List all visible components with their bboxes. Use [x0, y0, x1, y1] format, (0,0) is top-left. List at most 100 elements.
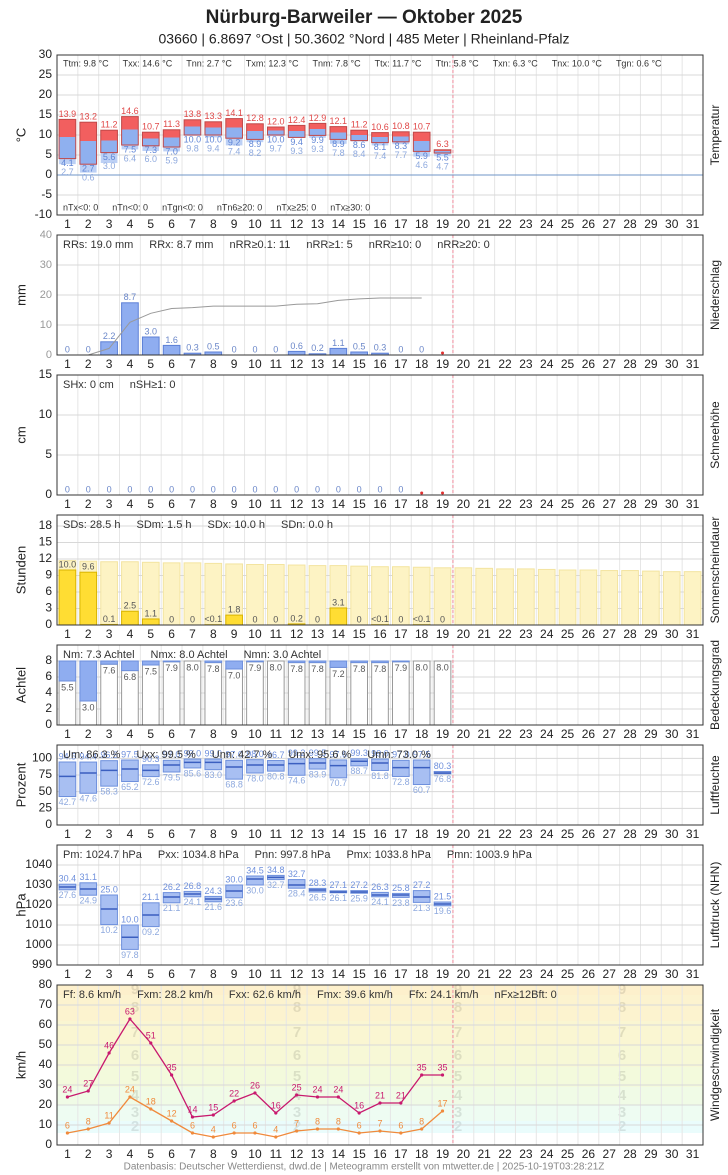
x-tick-label: 26 [582, 827, 596, 841]
value-label: 8.0 [186, 662, 199, 672]
x-tick-label: 31 [686, 967, 700, 981]
min-label: 70.7 [330, 778, 348, 788]
beaufort-label: 3 [131, 1104, 139, 1121]
x-tick-label: 9 [231, 497, 238, 511]
max-label: 94.4 [79, 751, 97, 761]
min-label: 79.5 [163, 772, 181, 782]
x-tick-label: 1 [64, 967, 71, 981]
x-tick-label: 26 [582, 727, 596, 741]
panel-frame [56, 54, 704, 216]
stat: Fxx: 62.6 km/h [229, 989, 301, 1001]
tmin-label: 10.0 [184, 134, 202, 144]
stat: Ffx: 24.1 km/h [409, 989, 479, 1001]
x-tick-label: 26 [582, 967, 596, 981]
tmax-label: 6.3 [436, 139, 449, 149]
x-tick-label: 24 [540, 497, 554, 511]
wind-point [253, 1091, 257, 1095]
cloud-bar [308, 660, 327, 664]
x-tick-label: 6 [168, 727, 175, 741]
missing-dot [441, 351, 445, 355]
max-label: 34.5 [246, 865, 264, 875]
beaufort-label: 9 [454, 981, 462, 998]
tground-label: 6.4 [124, 153, 137, 163]
value-label: <0.1 [204, 614, 222, 624]
max-label: 99.2 [288, 748, 306, 758]
x-tick-label: 3 [106, 967, 113, 981]
panel-frame [56, 374, 704, 496]
x-tick-label: 25 [561, 827, 575, 841]
stat: Fxm: 28.2 km/h [137, 989, 213, 1001]
wind-point [170, 1073, 174, 1077]
x-tick-label: 2 [85, 727, 92, 741]
y-tick-label: 5 [45, 447, 52, 461]
x-tick-label: 21 [478, 627, 492, 641]
x-tick-label: 31 [686, 727, 700, 741]
x-tick-label: 5 [147, 1147, 154, 1161]
min-label: 19.6 [434, 906, 452, 916]
x-tick-label: 28 [623, 357, 637, 371]
x-tick-label: 17 [394, 1147, 408, 1161]
x-tick-label: 16 [373, 627, 387, 641]
x-tick-label: 14 [332, 627, 346, 641]
ground-min-bar [100, 152, 118, 163]
side-label: Luftfeuchte [708, 755, 722, 815]
x-tick-label: 10 [248, 967, 262, 981]
side-label: Temperatur [708, 105, 722, 166]
x-tick-label: 30 [665, 357, 679, 371]
stat: Tnn: 2.7 °C [186, 58, 232, 68]
cumulative-line [67, 297, 422, 356]
y-tick-label: 0 [45, 617, 52, 631]
y-tick-label: 20 [39, 87, 53, 101]
wind-point [211, 1113, 215, 1117]
x-tick-label: 9 [231, 967, 238, 981]
value-label: 0.5 [207, 341, 220, 351]
max-label: 97.0 [392, 750, 410, 760]
x-tick-label: 4 [127, 497, 134, 511]
range-bar [204, 758, 223, 771]
value-label: 35 [438, 1062, 448, 1072]
ground-min-bar [267, 135, 285, 137]
tmax-label: 11.2 [351, 120, 368, 130]
max-label: 27.2 [350, 880, 368, 890]
value-label: 7.8 [374, 664, 387, 674]
beaufort-label: 9 [293, 981, 301, 998]
stat: Fmx: 39.6 km/h [317, 989, 393, 1001]
x-tick-label: 23 [519, 1147, 533, 1161]
y-tick-label: 25 [39, 801, 53, 815]
stat: Txx: 14.6 °C [123, 58, 173, 68]
panel-frame [56, 984, 704, 1146]
x-tick-label: 16 [373, 497, 387, 511]
value-label: 8.0 [415, 662, 428, 672]
max-label: 97.0 [163, 750, 181, 760]
x-tick-label: 5 [147, 627, 154, 641]
stat: nTx<0: 0 [63, 202, 98, 212]
value-label: 0 [273, 484, 278, 494]
x-tick-label: 2 [85, 627, 92, 641]
wind-point [378, 1129, 382, 1133]
x-tick-label: 4 [127, 357, 134, 371]
tmax-label: 10.7 [413, 122, 431, 132]
value-label: 16 [271, 1100, 281, 1110]
x-tick-label: 24 [540, 1147, 554, 1161]
x-tick-label: 5 [147, 217, 154, 231]
y-tick-label: 8 [45, 653, 52, 667]
beaufort-label: 7 [454, 1024, 462, 1041]
value-label: 0 [315, 484, 320, 494]
x-tick-label: 14 [332, 217, 346, 231]
tground-label: 9.8 [186, 143, 199, 153]
stat: Txn: 6.3 °C [493, 58, 539, 68]
x-tick-label: 10 [248, 627, 262, 641]
stat: SDn: 0.0 h [281, 519, 333, 531]
x-tick-label: 25 [561, 357, 575, 371]
x-tick-label: 26 [582, 217, 596, 231]
y-tick-label: 100 [32, 751, 52, 765]
y-tick-label: 9 [45, 568, 52, 582]
x-tick-label: 3 [106, 627, 113, 641]
tground-label: 6.0 [145, 154, 158, 164]
stat: Um: 86.3 % [63, 749, 121, 761]
panel-frame [56, 234, 704, 356]
tmin-label: 7.5 [124, 144, 137, 154]
beaufort-label: 5 [454, 1068, 462, 1085]
tground-label: 9.3 [290, 146, 303, 156]
stat: Pnn: 997.8 hPa [255, 849, 332, 861]
